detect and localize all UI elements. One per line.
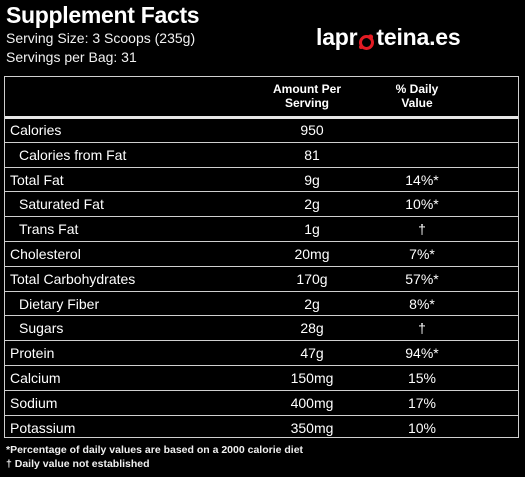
nutrient-name: Sugars [19, 320, 64, 337]
table-row: Sugars 28g † [5, 315, 518, 339]
nutrient-amount: 28g [300, 320, 324, 337]
nutrient-name: Calcium [10, 370, 61, 386]
table-row: Calcium 150mg 15% [5, 365, 518, 389]
table-row: Potassium 350mg 10% [5, 414, 518, 439]
nutrient-name: Dietary Fiber [19, 295, 100, 312]
row-divider [5, 290, 518, 292]
nutrient-daily-value: 8%* [409, 295, 435, 312]
row-divider [5, 265, 518, 267]
nutrient-amount: 400mg [290, 394, 334, 411]
table-row: Trans Fat 1g † [5, 216, 518, 240]
nutrient-name: Calories from Fat [19, 146, 127, 163]
nutrient-amount: 2g [304, 295, 320, 312]
row-divider [5, 241, 518, 242]
nutrient-amount: 950 [300, 122, 324, 138]
row-divider [5, 216, 518, 218]
nutrient-name: Cholesterol [10, 246, 81, 262]
panel-title: Supplement Facts [6, 2, 200, 28]
nutrient-name: Trans Fat [19, 221, 79, 238]
molecule-icon [358, 30, 375, 50]
table-row: Calories from Fat 81 [5, 141, 518, 166]
nutrient-daily-value: † [418, 221, 426, 238]
table-row: Cholesterol 20mg 7%* [5, 241, 518, 265]
nutrient-daily-value: 57%* [405, 270, 439, 287]
row-divider [5, 340, 518, 342]
servings-per-bag: Servings per Bag: 31 [6, 49, 137, 65]
row-divider [5, 191, 518, 193]
nutrient-name: Total Carbohydrates [10, 270, 136, 287]
nutrient-name: Potassium [10, 419, 76, 436]
nutrient-daily-value: † [418, 320, 426, 337]
nutrient-amount: 1g [304, 221, 320, 238]
table-row: Saturated Fat 2g 10%* [5, 191, 518, 215]
row-divider [5, 365, 518, 366]
nutrient-name: Sodium [10, 394, 58, 411]
nutrient-amount: 150mg [290, 370, 334, 386]
nutrient-amount: 81 [304, 146, 320, 163]
nutrient-amount: 20mg [294, 246, 330, 262]
amount-per-serving-header: Amount Per Serving [272, 82, 341, 110]
nutrient-amount: 47g [300, 345, 324, 362]
nutrient-daily-value: 17% [407, 394, 437, 411]
table-row: Dietary Fiber 2g 8%* [5, 290, 518, 315]
logo-text-end: teina.es [376, 24, 461, 50]
table-row: Protein 47g 94%* [5, 340, 518, 364]
nutrient-daily-value: 10%* [405, 196, 439, 213]
nutrient-name: Saturated Fat [19, 196, 104, 213]
row-divider [5, 315, 518, 317]
nutrient-amount: 350mg [290, 419, 334, 436]
nutrient-name: Total Fat [10, 171, 64, 188]
nutrient-daily-value: 14%* [405, 171, 439, 188]
daily-value-header: % Daily Value [395, 82, 439, 110]
serving-size: Serving Size: 3 Scoops (235g) [6, 30, 196, 46]
row-divider [5, 166, 518, 168]
nutrient-daily-value: 10% [407, 419, 437, 436]
dagger-footnote: † Daily value not established [6, 458, 150, 470]
row-divider [5, 116, 518, 119]
table-row: Calories 950 [5, 116, 518, 141]
nutrient-name: Calories [10, 122, 62, 138]
row-divider [5, 414, 518, 416]
brand-logo: lapr teina.es [316, 24, 461, 51]
nutrient-amount: 170g [296, 270, 328, 287]
nutrient-daily-value: 94%* [405, 345, 439, 362]
table-row: Total Fat 9g 14%* [5, 166, 518, 191]
logo-text-start: lapr [316, 24, 358, 50]
nutrition-table [4, 76, 519, 438]
row-divider [5, 389, 518, 391]
row-divider [5, 141, 518, 143]
nutrient-daily-value: 15% [407, 370, 437, 386]
percent-footnote: *Percentage of daily values are based on… [6, 444, 304, 456]
table-row: Sodium 400mg 17% [5, 389, 518, 414]
nutrient-daily-value: 7%* [409, 246, 435, 262]
table-row: Total Carbohydrates 170g 57%* [5, 265, 518, 290]
nutrient-name: Protein [10, 345, 55, 362]
nutrient-amount: 9g [304, 171, 320, 188]
nutrient-amount: 2g [304, 196, 320, 213]
